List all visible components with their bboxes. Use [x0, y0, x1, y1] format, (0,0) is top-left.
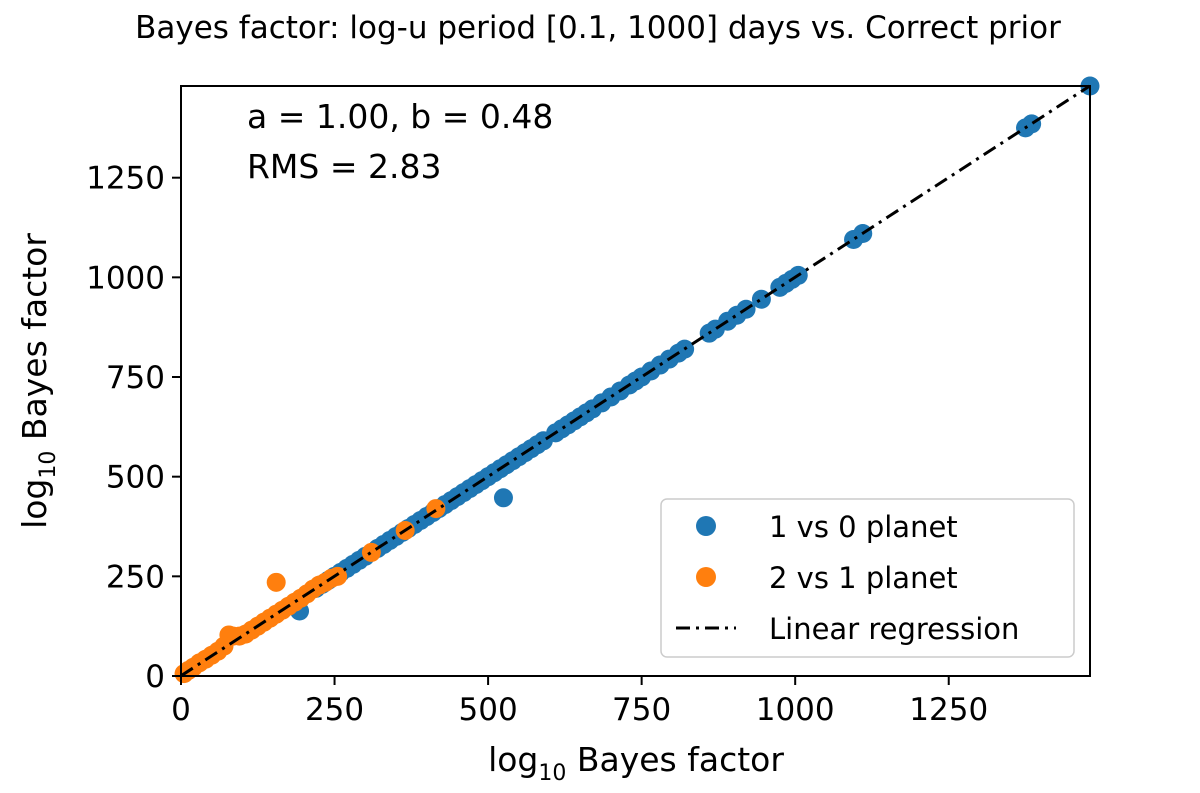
- x-tick-label: 0: [171, 692, 191, 728]
- x-tick-label: 250: [305, 692, 364, 728]
- x-axis-label-subscript: 10: [538, 761, 566, 786]
- annotation-rms: RMS = 2.83: [247, 147, 441, 186]
- y-axis-label-subscript: 10: [36, 451, 61, 479]
- data-point: [361, 542, 381, 562]
- x-tick-label: 1000: [756, 692, 835, 728]
- y-tick-label: 0: [145, 659, 165, 695]
- legend-box: [660, 498, 1075, 658]
- y-axis-label-prefix: log: [15, 479, 54, 529]
- legend-label-1-vs-0-planet: 1 vs 0 planet: [769, 510, 958, 544]
- y-tick-label: 500: [106, 460, 165, 496]
- data-point: [266, 572, 286, 592]
- x-axis-label: log10 Bayes factor: [488, 740, 784, 786]
- points-layer: [174, 76, 1100, 684]
- data-point: [770, 277, 790, 297]
- y-tick-label: 750: [106, 360, 165, 396]
- legend-marker-2-vs-1-planet: [696, 567, 716, 587]
- legend: 1 vs 0 planet 2 vs 1 planet Linear regre…: [660, 498, 1075, 658]
- data-point: [493, 488, 513, 508]
- regression-line: [180, 84, 1091, 678]
- annotation-fit-params: a = 1.00, b = 0.48: [247, 97, 553, 136]
- y-axis-label: log10 Bayes factor: [15, 233, 61, 529]
- x-axis-label-suffix: Bayes factor: [566, 740, 784, 779]
- plot-area: [174, 76, 1100, 684]
- x-tick-label: 500: [459, 692, 518, 728]
- y-axis-label-suffix: Bayes factor: [15, 233, 54, 451]
- legend-label-linear-regression: Linear regression: [769, 612, 1019, 646]
- regression-layer: [180, 84, 1091, 678]
- x-tick-label: 750: [612, 692, 671, 728]
- legend-marker-1-vs-0-planet: [696, 516, 716, 536]
- y-tick-label: 1250: [86, 161, 165, 197]
- legend-label-2-vs-1-planet: 2 vs 1 planet: [769, 561, 958, 595]
- chart-title: Bayes factor: log-u period [0.1, 1000] d…: [135, 10, 1061, 46]
- y-tick-label: 250: [106, 559, 165, 595]
- x-axis: 0 250 500 750 1000 1250: [171, 676, 988, 728]
- x-tick-label: 1250: [909, 692, 988, 728]
- data-point: [844, 229, 864, 249]
- y-axis: 0 250 500 750 1000 1250: [86, 161, 181, 695]
- x-axis-label-prefix: log: [488, 740, 538, 779]
- plot-frame: [180, 85, 1091, 677]
- y-tick-label: 1000: [86, 260, 165, 296]
